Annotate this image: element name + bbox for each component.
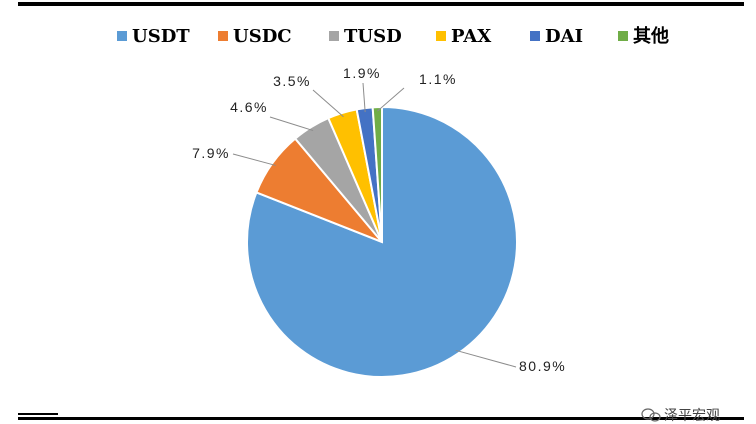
legend: USDT USDC TUSD PAX DAI 其他	[117, 25, 669, 47]
legend-item-usdc: USDC	[218, 26, 292, 47]
legend-item-other: 其他	[618, 25, 669, 47]
data-label-dai: 1.9%	[343, 65, 381, 81]
bottom-rule-accent	[18, 413, 58, 415]
legend-swatch-dai	[530, 31, 540, 41]
data-label-tusd: 4.6%	[230, 99, 268, 115]
legend-item-tusd: TUSD	[329, 26, 402, 47]
legend-item-pax: PAX	[436, 26, 491, 47]
bottom-rule	[18, 417, 744, 420]
legend-label-pax: PAX	[451, 26, 491, 47]
watermark-text: 泽平宏观	[664, 408, 720, 424]
legend-label-usdt: USDT	[132, 26, 190, 47]
legend-swatch-tusd	[329, 31, 339, 41]
legend-item-dai: DAI	[530, 26, 583, 47]
data-label-usdt: 80.9%	[519, 358, 566, 374]
watermark: 泽平宏观	[641, 408, 720, 424]
legend-label-usdc: USDC	[233, 26, 292, 47]
data-label-other: 1.1%	[419, 71, 457, 87]
legend-swatch-usdc	[218, 31, 228, 41]
legend-swatch-pax	[436, 31, 446, 41]
legend-swatch-usdt	[117, 31, 127, 41]
leader-lines	[232, 82, 517, 368]
legend-swatch-other	[618, 31, 628, 41]
legend-label-dai: DAI	[545, 26, 583, 47]
data-labels: 80.9% 7.9% 4.6% 3.5% 1.9% 1.1%	[192, 65, 566, 374]
leader-line-dai	[362, 82, 366, 113]
legend-label-tusd: TUSD	[344, 26, 402, 47]
leader-line-usdt	[455, 349, 517, 368]
leader-line-usdc	[232, 153, 276, 166]
leader-line-tusd	[269, 116, 314, 132]
leader-line-other	[377, 87, 405, 112]
legend-label-other: 其他	[633, 25, 669, 47]
legend-item-usdt: USDT	[117, 26, 190, 47]
data-label-usdc: 7.9%	[192, 145, 230, 161]
data-label-pax: 3.5%	[273, 73, 311, 89]
wechat-icon	[641, 408, 661, 422]
leader-line-pax	[312, 89, 344, 118]
pie-slices	[246, 105, 518, 378]
top-rule	[18, 2, 744, 6]
